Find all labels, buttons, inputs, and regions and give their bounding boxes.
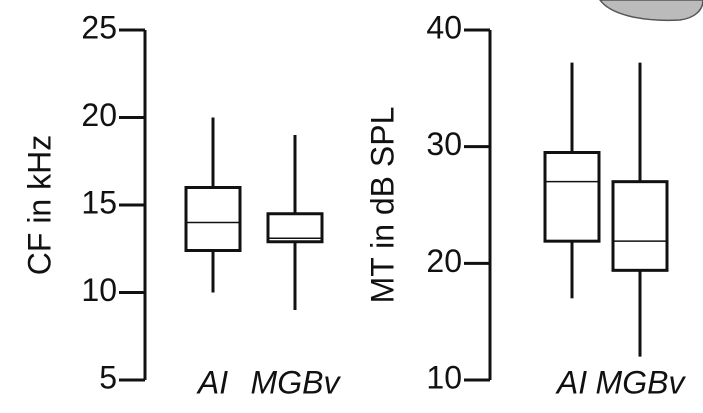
- x-tick-label: AI: [555, 364, 587, 400]
- box: [545, 153, 599, 242]
- illustration: [600, 0, 703, 20]
- y-tick-label: 20: [426, 243, 462, 279]
- x-tick-label: MGBv: [251, 364, 342, 400]
- y-axis-label: CF in kHz: [21, 135, 57, 275]
- y-tick-label: 10: [426, 359, 462, 395]
- x-tick-label: AI: [196, 364, 228, 400]
- x-tick-label: MGBv: [596, 364, 687, 400]
- y-tick-label: 25: [81, 9, 117, 45]
- chart: 510152025CF in kHzAIMGBv10203040MT in dB…: [0, 0, 703, 408]
- box: [186, 188, 240, 251]
- y-axis-label: MT in dB SPL: [364, 107, 400, 304]
- y-tick-label: 40: [426, 9, 462, 45]
- y-tick-label: 15: [81, 184, 117, 220]
- y-tick-label: 20: [81, 97, 117, 133]
- y-tick-label: 30: [426, 126, 462, 162]
- y-tick-label: 10: [81, 272, 117, 308]
- box: [613, 182, 667, 271]
- y-tick-label: 5: [99, 359, 117, 395]
